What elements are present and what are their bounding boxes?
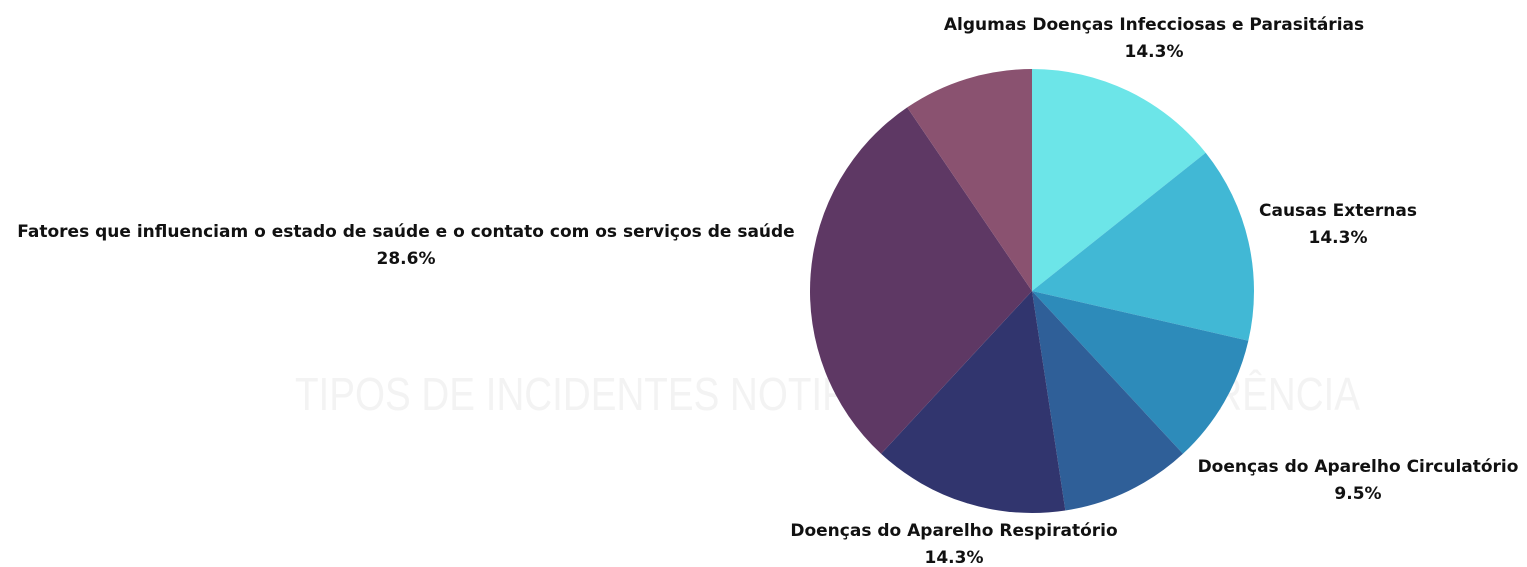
pie-slice: [1032, 69, 1206, 291]
pie-slice: [907, 69, 1032, 291]
slice-value-label: 28.6%: [377, 249, 436, 269]
slice-label: Doenças do Aparelho Circulatório: [1198, 457, 1519, 477]
slice-label: Fatores que influenciam o estado de saúd…: [17, 222, 794, 242]
slice-value-label: 14.3%: [1125, 42, 1184, 62]
slice-label: Causas Externas: [1259, 201, 1417, 221]
pie-slice: [1032, 152, 1255, 341]
pie-slice: [810, 107, 1032, 454]
slice-value-label: 14.3%: [925, 548, 984, 567]
slice-label: Doenças do Aparelho Respiratório: [790, 521, 1117, 541]
slice-value-label: 9.5%: [1334, 484, 1381, 504]
slice-value-label: 14.3%: [1309, 228, 1368, 248]
pie-slice: [881, 291, 1066, 513]
pie-slice: [1032, 291, 1249, 454]
pie-slice: [1032, 291, 1183, 511]
slice-label: Algumas Doenças Infecciosas e Parasitári…: [944, 15, 1364, 35]
